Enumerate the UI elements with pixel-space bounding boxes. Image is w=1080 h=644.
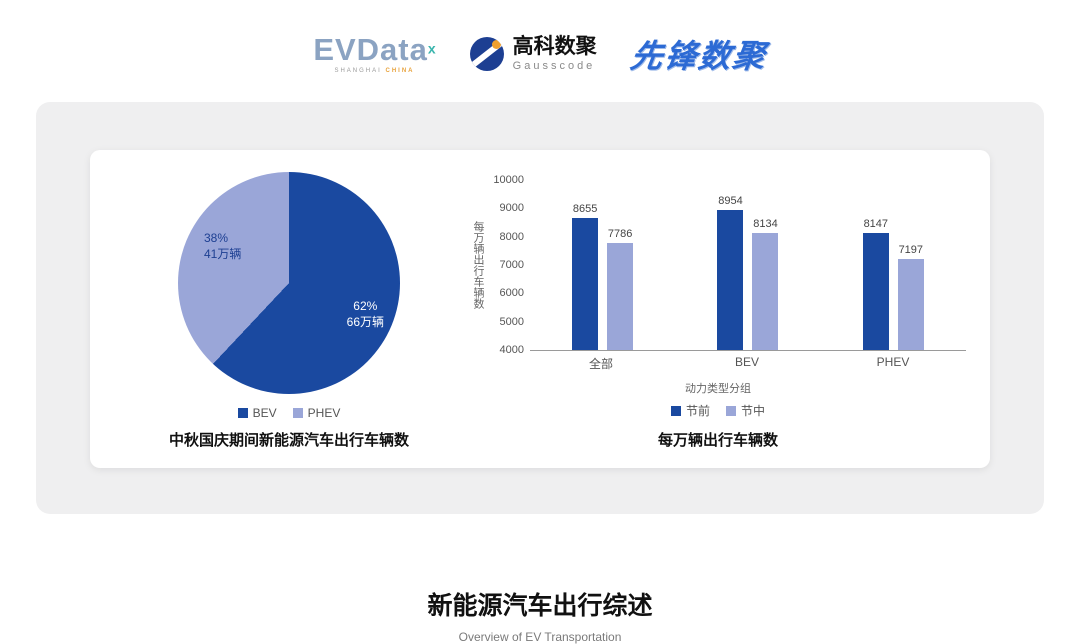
evdata-logo: EVDatax SHANGHAI CHINA [313,34,435,74]
pie-graphic [178,172,400,394]
y-tick-label: 9000 [499,202,524,215]
evdata-tagline: SHANGHAI CHINA [334,68,414,74]
bar-column: 8147 [862,217,889,350]
pie-label-bev: 62% 66万辆 [347,298,384,330]
gausscode-cn: 高科数聚 [512,35,597,58]
evdata-tagline-left: SHANGHAI [334,68,386,74]
bar-group-PHEV: 8147 7197 [821,180,966,350]
y-tick-label: 7000 [499,259,524,271]
y-tick-label: 4000 [499,344,524,356]
evdata-logo-text: EVData [313,32,428,67]
pie-phev-percent: 38% [204,231,229,245]
bar-legend-pre: 节前 [670,402,710,419]
bar-rect-节中-PHEV [897,259,924,350]
bar-rect-节中-全部 [607,242,634,350]
x-cat-spacer1 [470,351,486,372]
gausscode-text: 高科数聚 Gausscode [513,36,597,72]
bar-rect-节前-BEV [717,209,744,350]
evdata-wordmark: EVDatax [313,34,435,65]
bar-legend-mid: 节中 [726,402,765,419]
phev-swatch [292,408,303,418]
bar-legend: 节前 节中 [470,402,966,419]
evdata-tagline-right: CHINA [385,68,415,74]
bar-groups: 8655 7786 8954 8134 8147 7197 [530,180,966,350]
bar-group-全部: 8655 7786 [530,180,675,350]
bar-column: 8134 [752,217,779,350]
bar-legend-pre-label: 节前 [685,404,710,418]
bar-group-BEV: 8954 8134 [675,180,820,350]
pie-chart-title: 中秋国庆期间新能源汽车出行车辆数 [168,432,409,449]
y-ticks: 4000 5000 6000 7000 8000 9000 10000 [488,174,530,356]
gausscode-icon-dot [491,40,501,49]
x-category-label: 全部 [588,357,613,371]
y-tick-label: 8000 [499,230,524,243]
gausscode-icon [469,37,504,71]
bar-value-label: 8954 [718,194,743,207]
page-title: 新能源汽车出行综述 [427,592,653,620]
x-category-label: BEV [734,355,759,369]
pie-legend: BEV PHEV [237,406,341,420]
pie-bev-percent: 62% [353,299,378,313]
bar-column: 8655 [572,203,599,350]
bar-legend-mid-label: 节中 [741,404,766,418]
bar-rect-节中-BEV [752,232,779,350]
y-tick-label: 10000 [493,174,524,186]
y-tick-label: 5000 [499,315,524,328]
gausscode-en: Gausscode [512,60,596,72]
bar-column: 7197 [897,244,924,350]
bar-value-label: 8134 [753,217,778,230]
evdata-logo-sup: x [427,40,436,57]
gausscode-logo: 高科数聚 Gausscode [469,36,597,72]
bar-value-label: 8147 [863,217,889,230]
bar-rect-节前-PHEV [862,232,889,350]
pie-legend-bev-label: BEV [252,406,277,420]
x-category-label: PHEV [876,355,910,369]
pie-label-phev: 38% 41万辆 [204,230,241,262]
bev-swatch [237,408,248,418]
bar-value-label: 7197 [898,244,924,257]
mid-holiday-swatch [726,405,736,416]
bar-value-label: 8655 [572,203,598,216]
bar-rect-节前-全部 [572,218,599,350]
x-categories: 全部 BEV PHEV [528,355,966,372]
pie-legend-phev: PHEV [292,406,341,420]
bar-value-label: 7786 [607,227,633,240]
pie-wrap: 38% 41万辆 62% 66万辆 [178,172,400,394]
xianfeng-logo: 先锋数聚 [627,38,769,74]
stage-panel: 38% 41万辆 62% 66万辆 BEV PHEV 中秋国庆期间新能源汽车出行车辆… [36,102,1044,514]
bar-x-axis-label: 动力类型分组 [685,383,751,395]
pie-section: 38% 41万辆 62% 66万辆 BEV PHEV 中秋国庆期间新能源汽车出行车辆… [114,166,464,452]
bar-column: 8954 [717,194,744,350]
bar-column: 7786 [607,227,634,350]
pie-legend-bev: BEV [237,406,277,420]
footer: 新能源汽车出行综述 Overview of EV Transportation [0,586,1080,644]
header: EVDatax SHANGHAI CHINA 高科数聚 Gausscode 先锋… [0,0,1080,102]
x-category-row: 全部 BEV PHEV [470,351,966,372]
bar-y-axis-label: 每万辆出行车辆数 [472,221,484,309]
pre-holiday-swatch [670,405,681,416]
pie-legend-phev-label: PHEV [307,406,341,420]
bar-section: 每万辆出行车辆数 4000 5000 6000 7000 8000 9000 10000 8… [464,166,966,452]
bar-chart-title: 每万辆出行车辆数 [657,432,778,449]
pie-phev-value: 41万辆 [204,247,242,262]
bar-plot: 8655 7786 8954 8134 8147 7197 [530,180,966,351]
pie-bev-value: 66万辆 [346,315,384,330]
y-tick-label: 6000 [499,287,524,300]
page-subtitle: Overview of EV Transportation [458,630,622,644]
charts-card: 38% 41万辆 62% 66万辆 BEV PHEV 中秋国庆期间新能源汽车出行车辆… [90,150,990,468]
bar-chart-row: 每万辆出行车辆数 4000 5000 6000 7000 8000 9000 10000 8… [470,174,966,356]
